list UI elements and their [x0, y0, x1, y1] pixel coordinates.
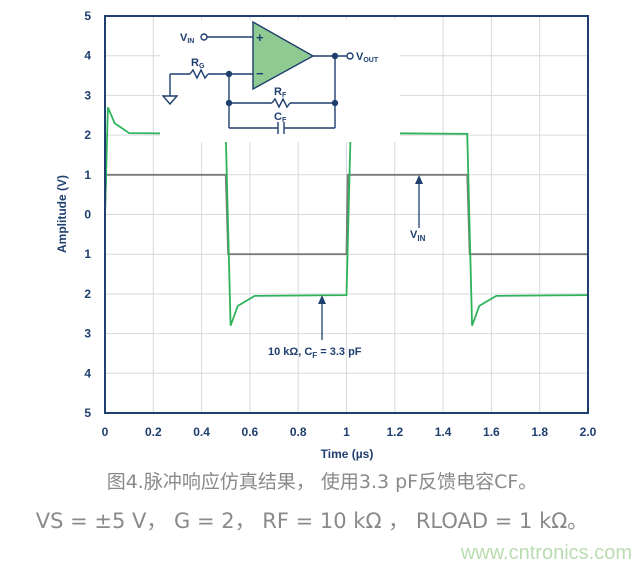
circuit-labels: VIN VOUT RG RF CF + − — [180, 30, 379, 124]
y-tick-label: 4 — [84, 49, 91, 63]
x-tick-label: 1 — [343, 425, 350, 439]
series-line-output — [104, 103, 589, 326]
svg-text:+: + — [256, 30, 264, 45]
svg-text:10 kΩ, CF = 3.3 pF: 10 kΩ, CF = 3.3 pF — [268, 346, 362, 360]
tick-labels: 0 0.2 0.4 0.6 0.8 1 1.2 1.4 1.6 1.8 2.0 5 4 3 2 1 0 1 2 3 4 5 — [84, 9, 596, 439]
svg-text:VIN: VIN — [410, 229, 426, 243]
svg-text:VOUT: VOUT — [356, 51, 379, 64]
circuit-diagram — [160, 20, 400, 142]
svg-text:VIN: VIN — [180, 32, 194, 45]
x-tick-label: 1.6 — [483, 425, 500, 439]
svg-text:RG: RG — [191, 57, 205, 70]
y-tick-label: 4 — [84, 366, 91, 380]
y-tick-label: 3 — [84, 88, 91, 102]
x-axis-label: Time (µs) — [321, 447, 374, 461]
svg-text:−: − — [256, 66, 264, 81]
watermark: www.cntronics.com — [460, 542, 632, 564]
x-tick-label: 0.4 — [193, 425, 210, 439]
x-tick-label: 0.6 — [242, 425, 259, 439]
y-tick-label: 2 — [84, 128, 91, 142]
y-axis-label: Amplitude (V) — [55, 175, 69, 253]
y-tick-label: 5 — [84, 406, 91, 420]
caption-line-2: VS = ±5 V， G = 2， RF = 10 kΩ ， RLOAD = 1… — [35, 509, 589, 533]
x-tick-label: 2.0 — [580, 425, 597, 439]
x-tick-label: 0 — [102, 425, 109, 439]
series-lines — [104, 103, 589, 326]
rf-cf-annotation: 10 kΩ, CF = 3.3 pF — [268, 295, 362, 360]
vin-annotation: VIN — [410, 175, 426, 243]
caption-line-1: 图4.脉冲响应仿真结果， 使用3.3 pF反馈电容CF。 — [106, 471, 538, 493]
svg-text:CF: CF — [274, 111, 287, 124]
y-tick-label: 3 — [84, 327, 91, 341]
x-tick-label: 0.8 — [290, 425, 307, 439]
plot-frame — [104, 15, 589, 414]
y-tick-label: 5 — [84, 9, 91, 23]
x-tick-label: 1.8 — [531, 425, 548, 439]
y-tick-label: 1 — [84, 247, 91, 261]
x-tick-label: 0.2 — [145, 425, 162, 439]
opamp-symbol — [252, 20, 315, 91]
x-tick-label: 1.2 — [386, 425, 403, 439]
y-tick-label: 1 — [84, 168, 91, 182]
svg-text:RF: RF — [274, 86, 287, 99]
y-tick-label: 0 — [84, 208, 91, 222]
pulse-response-chart: 0 0.2 0.4 0.6 0.8 1 1.2 1.4 1.6 1.8 2.0 5 4 3 2 1 0 1 2 3 4 5… — [55, 9, 597, 461]
x-tick-label: 1.4 — [435, 425, 452, 439]
y-tick-label: 2 — [84, 287, 91, 301]
